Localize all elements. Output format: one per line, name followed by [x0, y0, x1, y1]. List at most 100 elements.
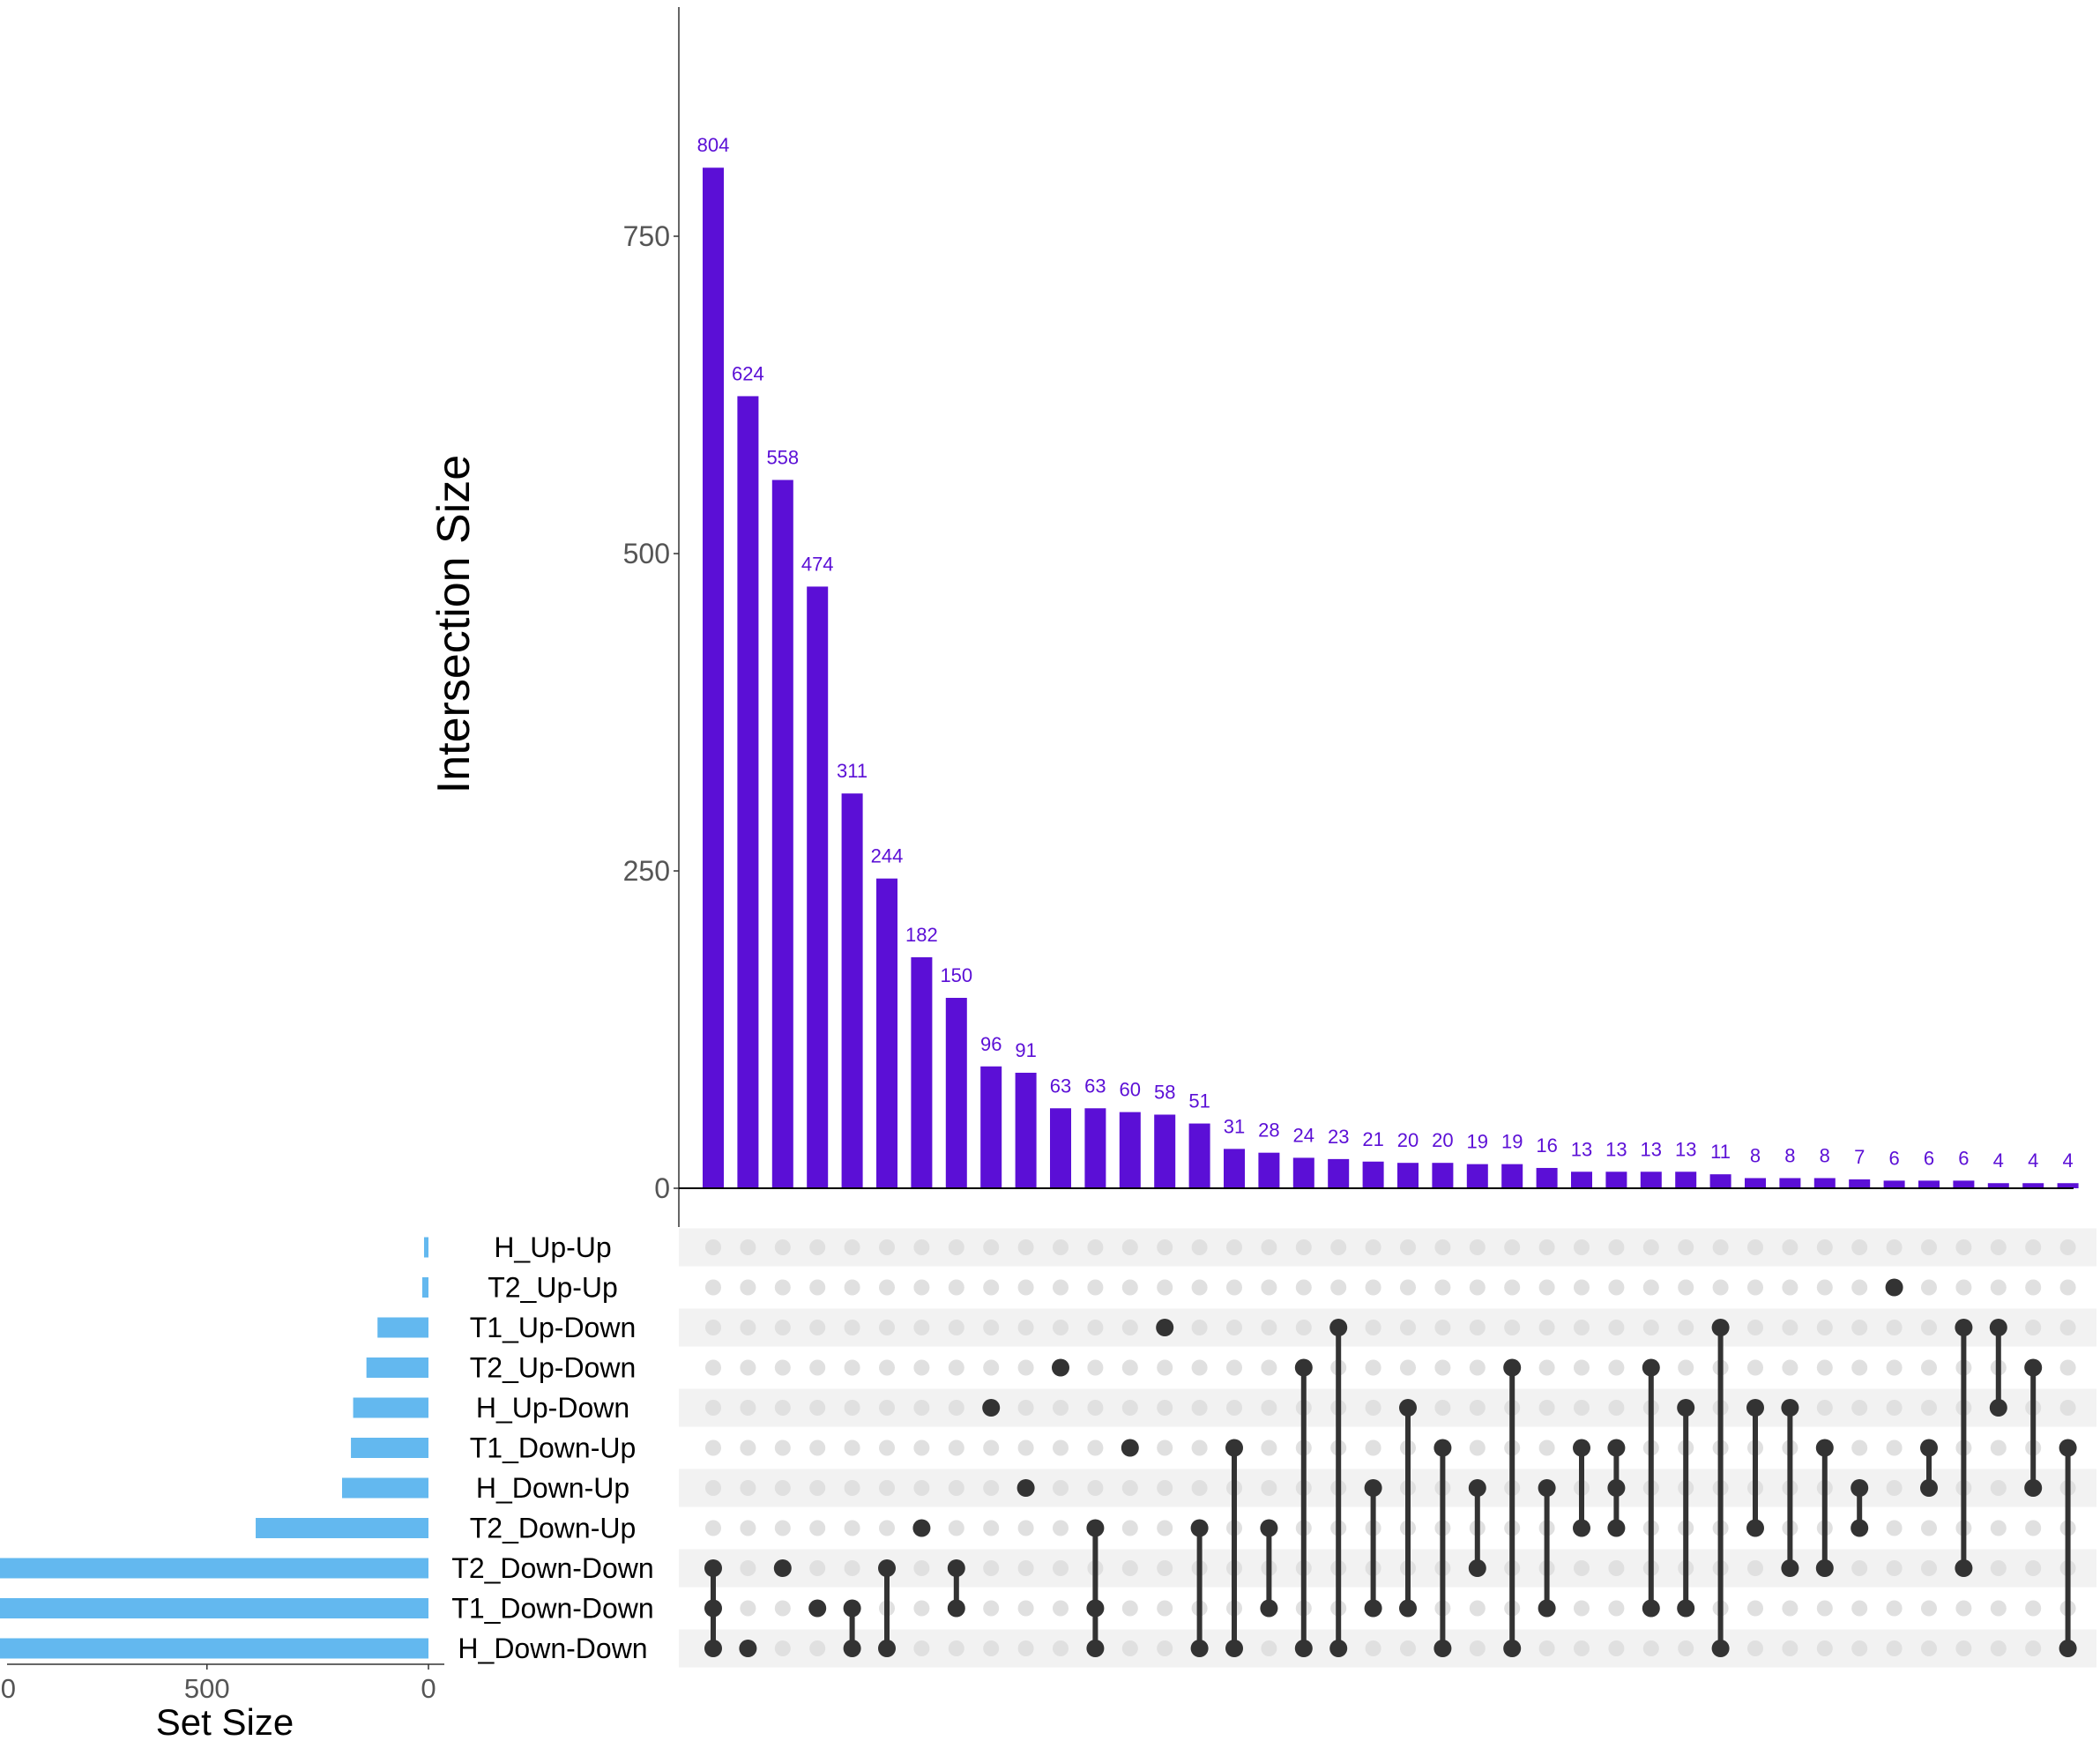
intersection-bars [703, 167, 2079, 1189]
matrix-dot-inactive [1921, 1560, 1937, 1576]
matrix-column [1364, 1239, 1382, 1656]
intersection-bar [1466, 1164, 1488, 1188]
matrix-dot-inactive [1851, 1600, 1868, 1617]
matrix-dot-inactive [1608, 1400, 1625, 1416]
matrix-dot-inactive [1053, 1520, 1069, 1536]
matrix-dot-inactive [844, 1480, 860, 1496]
matrix-dot-inactive [1469, 1359, 1486, 1376]
matrix-dot-inactive [1990, 1640, 2007, 1656]
matrix-column [1016, 1239, 1035, 1656]
matrix-dot-inactive [1157, 1520, 1173, 1536]
set-size-axis: 2000150010005000Set Size [0, 1663, 444, 1743]
intersection-bar [1675, 1172, 1697, 1188]
matrix-dot-inactive [1921, 1279, 1937, 1296]
matrix-dot-inactive [1226, 1400, 1242, 1416]
matrix-dot-active [1607, 1479, 1626, 1497]
matrix-dot-inactive [1157, 1439, 1173, 1456]
matrix-column [739, 1239, 757, 1657]
matrix-column [1746, 1239, 1764, 1656]
matrix-dot-inactive [1330, 1239, 1347, 1255]
intersection-value-label: 28 [1258, 1119, 1279, 1142]
matrix-dot-inactive [1504, 1279, 1521, 1296]
matrix-column [1468, 1239, 1486, 1656]
intersection-bar [1745, 1178, 1766, 1188]
matrix-dot-inactive [1017, 1560, 1034, 1576]
intersection-value-label: 19 [1467, 1131, 1488, 1153]
matrix-dot-active [1399, 1599, 1417, 1618]
matrix-dot-active [1399, 1399, 1417, 1417]
intersection-value-label: 91 [1015, 1039, 1036, 1061]
matrix-dot-inactive [1434, 1279, 1451, 1296]
matrix-dot-inactive [1053, 1239, 1069, 1255]
matrix-column [1190, 1239, 1209, 1657]
matrix-dot-inactive [1157, 1400, 1173, 1416]
matrix-dot-inactive [1053, 1480, 1069, 1496]
set-size-bar [366, 1357, 428, 1378]
matrix-dot-active [1294, 1358, 1313, 1377]
matrix-dot-inactive [983, 1320, 1000, 1335]
matrix-dot-inactive [1574, 1640, 1590, 1656]
intersection-bar [2057, 1183, 2079, 1188]
intersection-bar [1571, 1172, 1592, 1188]
matrix-dot-inactive [705, 1520, 721, 1536]
matrix-dot-inactive [1678, 1279, 1694, 1296]
matrix-dot-inactive [2059, 1359, 2076, 1376]
matrix-dot-inactive [1261, 1400, 1277, 1416]
matrix-dot-inactive [1782, 1320, 1798, 1335]
matrix-dot-active [1190, 1640, 1209, 1657]
matrix-dot-active [1746, 1399, 1764, 1417]
matrix-dot-active [1573, 1439, 1590, 1457]
matrix-dot-inactive [1157, 1600, 1173, 1617]
matrix-dot-inactive [1053, 1640, 1069, 1656]
intersection-value-label: 4 [2062, 1149, 2073, 1172]
matrix-dot-inactive [1990, 1439, 2007, 1456]
matrix-dot-inactive [1017, 1520, 1034, 1536]
intersection-bar [1987, 1183, 2009, 1188]
matrix-dot-inactive [1121, 1279, 1138, 1296]
matrix-dot-inactive [844, 1239, 860, 1255]
intersection-value-label: 8 [1784, 1144, 1795, 1166]
matrix-column [2059, 1239, 2077, 1657]
matrix-dot-inactive [1087, 1279, 1104, 1296]
matrix-dot-active [1156, 1319, 1174, 1336]
matrix-column [1607, 1239, 1626, 1656]
matrix-dot-inactive [1747, 1640, 1763, 1656]
matrix-dot-inactive [1191, 1480, 1208, 1496]
matrix-dot-inactive [1747, 1320, 1763, 1335]
matrix-dot-inactive [1400, 1320, 1416, 1335]
matrix-dot-active [773, 1559, 792, 1577]
matrix-dot-active [1781, 1559, 1799, 1577]
matrix-dot-inactive [1886, 1320, 1903, 1335]
matrix-column [704, 1239, 722, 1657]
matrix-dot-active [1086, 1519, 1105, 1537]
matrix-dot-inactive [1121, 1640, 1138, 1656]
matrix-dot-inactive [809, 1439, 826, 1456]
matrix-dot-active [1538, 1599, 1556, 1618]
matrix-dot-inactive [2025, 1239, 2042, 1255]
set-name-label: T1_Up-Down [470, 1312, 637, 1343]
matrix-dot-inactive [983, 1640, 1000, 1656]
matrix-dot-inactive [809, 1359, 826, 1376]
matrix-column [1781, 1239, 1799, 1656]
matrix-dot-active [1468, 1479, 1486, 1497]
matrix-column [1642, 1239, 1660, 1656]
intersection-bar [1084, 1108, 1106, 1188]
matrix-dot-inactive [1574, 1320, 1590, 1335]
matrix-dot-inactive [1365, 1320, 1381, 1335]
matrix-dot-inactive [1955, 1640, 1972, 1656]
matrix-dot-inactive [774, 1359, 791, 1376]
set-name-label: H_Down-Down [458, 1633, 647, 1664]
matrix-dot-active [2059, 1640, 2077, 1657]
matrix-dot-active [1260, 1599, 1278, 1618]
intersection-bar [1362, 1161, 1384, 1188]
intersection-bar [1050, 1108, 1071, 1188]
matrix-dot-active [1538, 1479, 1556, 1497]
matrix-column [1294, 1239, 1313, 1657]
matrix-dot-inactive [1642, 1239, 1659, 1255]
matrix-dot-inactive [1191, 1320, 1208, 1335]
intersection-value-label: 16 [1536, 1134, 1557, 1157]
matrix-dot-inactive [1087, 1239, 1104, 1255]
intersection-bar [703, 167, 724, 1189]
matrix-dot-inactive [1365, 1279, 1381, 1296]
